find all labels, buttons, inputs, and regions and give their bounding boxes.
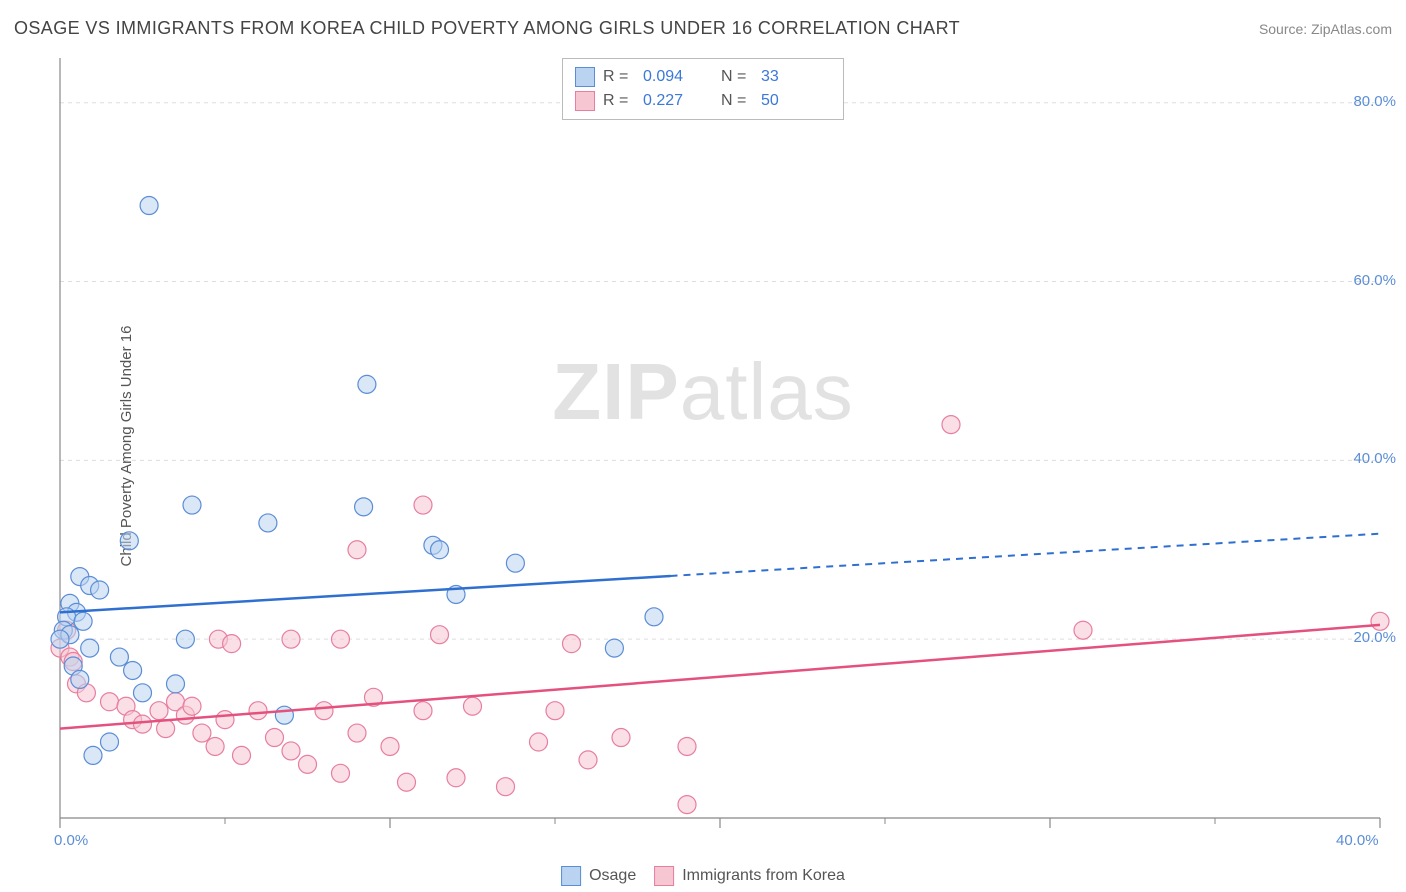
legend-swatch <box>561 866 581 886</box>
r-value: 0.094 <box>643 68 713 86</box>
legend-row: R = 0.094 N = 33 <box>575 65 831 89</box>
correlation-legend: R = 0.094 N = 33 R = 0.227 N = 50 <box>562 58 844 120</box>
source-prefix: Source: <box>1259 21 1311 37</box>
series-legend-item: Immigrants from Korea <box>654 866 845 886</box>
series-legend-label: Osage <box>589 867 636 885</box>
x-tick-label: 0.0% <box>54 832 88 849</box>
chart-source: Source: ZipAtlas.com <box>1259 21 1392 37</box>
n-value: 50 <box>761 92 831 110</box>
y-tick-label: 20.0% <box>1353 629 1396 646</box>
legend-swatch <box>575 67 595 87</box>
y-tick-label: 60.0% <box>1353 272 1396 289</box>
n-label: N = <box>721 92 753 110</box>
series-legend-label: Immigrants from Korea <box>682 867 845 885</box>
r-label: R = <box>603 68 635 86</box>
legend-swatch <box>575 91 595 111</box>
x-tick-label: 40.0% <box>1336 832 1379 849</box>
r-value: 0.227 <box>643 92 713 110</box>
series-legend-item: Osage <box>561 866 636 886</box>
y-tick-label: 80.0% <box>1353 93 1396 110</box>
chart-title: OSAGE VS IMMIGRANTS FROM KOREA CHILD POV… <box>14 18 960 39</box>
r-label: R = <box>603 92 635 110</box>
chart-header: OSAGE VS IMMIGRANTS FROM KOREA CHILD POV… <box>14 18 1392 39</box>
legend-row: R = 0.227 N = 50 <box>575 89 831 113</box>
legend-swatch <box>654 866 674 886</box>
n-label: N = <box>721 68 753 86</box>
source-name: ZipAtlas.com <box>1311 21 1392 37</box>
n-value: 33 <box>761 68 831 86</box>
scatter-plot <box>50 48 1390 840</box>
series-legend: Osage Immigrants from Korea <box>561 866 845 886</box>
y-tick-label: 40.0% <box>1353 450 1396 467</box>
